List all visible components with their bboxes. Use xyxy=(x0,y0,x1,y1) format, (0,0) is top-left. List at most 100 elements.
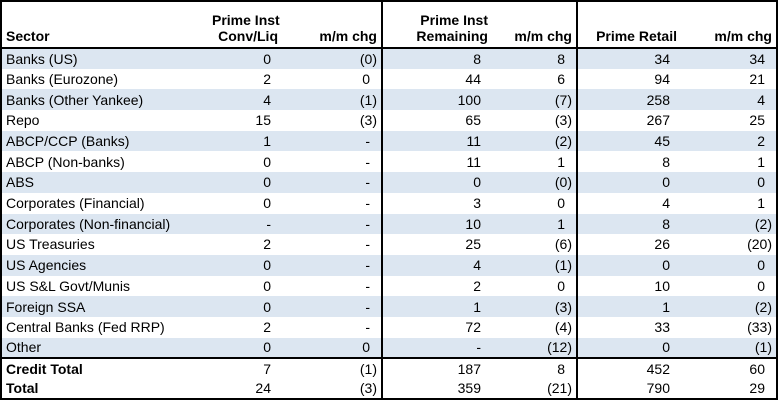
value-cell: 0 xyxy=(576,337,681,359)
sector-cell: Repo xyxy=(6,112,40,129)
value-cell: 21 xyxy=(749,70,765,87)
sector-cell: Central Banks (Fed RRP) xyxy=(6,319,165,336)
column-header-prime-retail: Prime Retail xyxy=(576,2,681,49)
value-cell: 1 xyxy=(212,130,282,152)
table-row: Other 0 0- (12) 0 (1) xyxy=(2,337,776,359)
table-row: US Treasuries 2 -25 (6) 26 (20) xyxy=(2,234,776,255)
value-cell: 0 xyxy=(212,254,282,276)
value-cell: - xyxy=(282,213,382,235)
value-cell: 8 xyxy=(492,357,577,379)
value-cell: (1) xyxy=(282,89,382,111)
value-cell: 65 xyxy=(381,110,492,131)
value-cell: 0 xyxy=(557,195,565,212)
value-cell: - xyxy=(282,254,382,276)
value-cell: 10 xyxy=(576,275,681,297)
value-cell: (2) xyxy=(681,296,776,317)
value-cell: 1 xyxy=(492,213,577,235)
value-cell: 34 xyxy=(576,48,681,69)
table-row: ABS 0-0 (0) 0 0 xyxy=(2,172,776,193)
table-row: ABCP/CCP (Banks) 1-11 (2) 45 2 xyxy=(2,130,776,152)
table-row: Corporates (Financial) 0-3 0 4 1 xyxy=(2,192,776,214)
sector-cell: US Agencies xyxy=(2,254,212,276)
value-cell: (1) xyxy=(282,357,382,379)
value-cell: (0) xyxy=(282,48,382,69)
value-cell: 26 xyxy=(576,234,681,255)
sector-cell: Banks (Eurozone) xyxy=(6,70,119,87)
value-cell: 0 xyxy=(263,195,271,212)
value-cell: 790 xyxy=(576,378,681,399)
column-header-mm-chg-remaining: m/m chg xyxy=(492,2,577,49)
value-cell: 15 xyxy=(255,112,271,129)
value-cell: 1 xyxy=(757,153,765,170)
value-cell: 1 xyxy=(757,195,765,212)
value-cell: 1 xyxy=(576,296,681,317)
value-cell: 8 xyxy=(381,48,492,69)
value-cell: (3) xyxy=(554,112,572,129)
value-cell: (3) xyxy=(359,380,377,397)
value-cell: 8 xyxy=(576,151,681,173)
value-cell: - xyxy=(365,153,370,170)
value-cell: (1) xyxy=(681,337,776,359)
sector-cell: Banks (Other Yankee) xyxy=(2,89,212,111)
table-row: Corporates (Non-financial) - -10 1 8 (2) xyxy=(2,213,776,235)
sector-cell: ABCP/CCP (Banks) xyxy=(2,130,212,152)
table-header: Sector Prime Inst Conv/Liq m/m chg Prime… xyxy=(2,2,776,49)
value-cell: (2) xyxy=(492,130,577,152)
value-cell: 0 xyxy=(362,70,370,87)
value-cell: 0 xyxy=(576,172,681,193)
header-line-secondary: Remaining xyxy=(416,27,488,44)
sector-cell: Corporates (Financial) xyxy=(6,195,145,212)
value-cell: 0 xyxy=(212,337,282,359)
value-cell: 94 xyxy=(576,68,681,90)
sector-cell: Credit Total xyxy=(2,357,212,379)
sector-cell: ABCP (Non-banks) xyxy=(6,153,125,170)
value-cell: 4 xyxy=(212,89,282,111)
value-cell: 452 xyxy=(576,357,681,379)
table-row: Banks (Eurozone) 2 0 44 6 94 21 xyxy=(2,68,776,90)
value-cell: 2 xyxy=(263,236,271,253)
column-header-prime-inst-conv-liq: Prime Inst Conv/Liq xyxy=(212,2,282,49)
value-cell: - xyxy=(381,337,492,359)
table-row: Central Banks (Fed RRP) 2 -72 (4) 33 (33) xyxy=(2,316,776,338)
value-cell: 0 xyxy=(681,254,776,276)
header-line-primary: Prime Inst xyxy=(212,11,280,28)
header-row: Sector Prime Inst Conv/Liq m/m chg Prime… xyxy=(2,2,776,49)
value-cell: 60 xyxy=(681,357,776,379)
header-line-primary: Prime Inst xyxy=(420,11,488,28)
value-cell: 0 xyxy=(263,153,271,170)
value-cell: 1 xyxy=(557,153,565,170)
value-cell: - xyxy=(365,319,370,336)
value-cell: 10 xyxy=(381,213,492,235)
column-header-mm-chg-retail: m/m chg xyxy=(681,2,776,49)
value-cell: 359 xyxy=(381,378,492,399)
table-row: Banks (US) 0 (0) 8 8 34 34 xyxy=(2,48,776,69)
value-cell: 6 xyxy=(557,70,565,87)
value-cell: 3 xyxy=(381,192,492,214)
value-cell: 267 xyxy=(576,110,681,131)
value-cell: 4 xyxy=(681,89,776,111)
value-cell: 0 xyxy=(212,296,282,317)
table-row: ABCP (Non-banks) 0-11 1 8 1 xyxy=(2,151,776,173)
value-cell: (7) xyxy=(492,89,577,111)
value-cell: (0) xyxy=(492,172,577,193)
column-header-mm-chg-conv-liq: m/m chg xyxy=(282,2,382,49)
value-cell: 0 xyxy=(212,172,282,193)
column-header-sector: Sector xyxy=(2,2,212,49)
value-cell: 11 xyxy=(381,151,492,173)
value-cell: (20) xyxy=(747,236,772,253)
table-body: Banks (US) 0 (0) 8 8 34 34 Banks (Eurozone) 2 0 44… xyxy=(2,48,776,399)
value-cell: 24 xyxy=(255,380,271,397)
value-cell: 0 xyxy=(757,277,765,294)
sector-cell: ABS xyxy=(2,172,212,193)
value-cell: 0 xyxy=(576,254,681,276)
value-cell: (6) xyxy=(554,236,572,253)
value-cell: 7 xyxy=(212,357,282,379)
table-row: Total 24 (3) 359 (21) 790 29 xyxy=(2,378,776,399)
value-cell: 8 xyxy=(576,213,681,235)
value-cell: 33 xyxy=(576,316,681,338)
value-cell: 4 xyxy=(576,192,681,214)
value-cell: (4) xyxy=(554,319,572,336)
value-cell: (33) xyxy=(747,319,772,336)
sector-cell: US Treasuries xyxy=(6,236,95,253)
